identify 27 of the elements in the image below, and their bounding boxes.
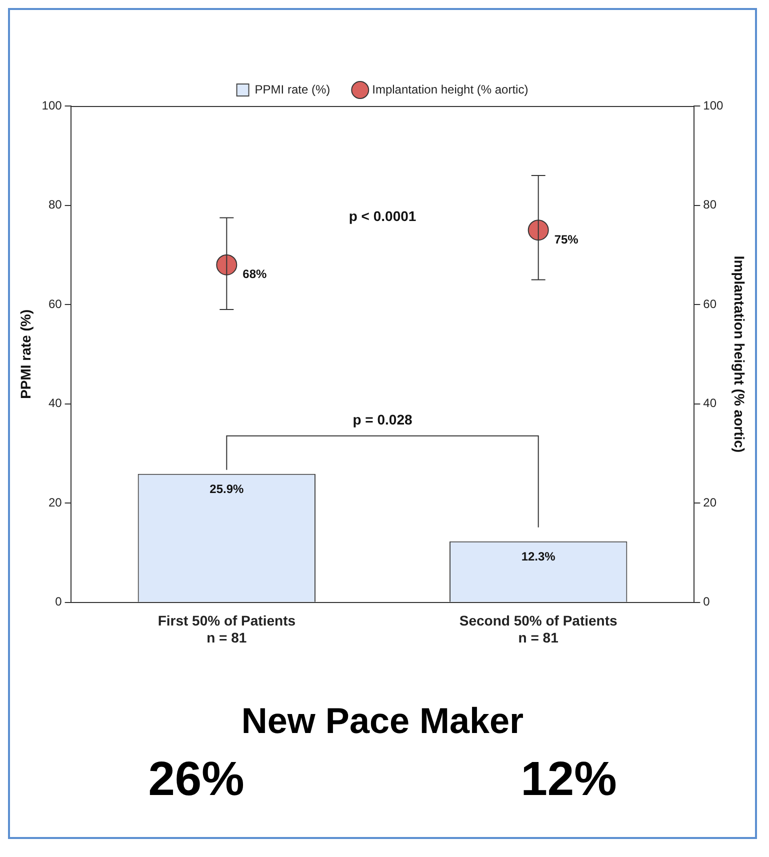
y2-tick-label: 100 bbox=[703, 98, 724, 112]
y2-tick-label: 0 bbox=[703, 594, 710, 609]
legend-label: Implantation height (% aortic) bbox=[372, 82, 528, 96]
legend-label: PPMI rate (%) bbox=[254, 82, 330, 96]
y-tick-label: 80 bbox=[48, 198, 62, 212]
y2-axis-title: Implantation height (% aortic) bbox=[732, 256, 748, 453]
y-axis-title: PPMI rate (%) bbox=[17, 309, 34, 399]
y2-tick-label: 40 bbox=[703, 396, 717, 410]
x-tick-label: First 50% of Patients n = 81 bbox=[158, 612, 296, 646]
text: New Pace Maker bbox=[240, 700, 525, 742]
y-tick-label: 20 bbox=[48, 495, 62, 510]
text: 26% bbox=[148, 752, 244, 807]
data-label: 12.3% bbox=[521, 550, 556, 564]
y2-tick-label: 80 bbox=[703, 198, 717, 212]
annotation: p = 0.028 bbox=[352, 412, 412, 428]
text: 12% bbox=[520, 752, 617, 807]
data-label: 25.9% bbox=[210, 482, 244, 496]
y2-tick-label: 60 bbox=[703, 296, 717, 311]
data-label: 75% bbox=[554, 232, 579, 246]
y-tick-label: 60 bbox=[48, 296, 62, 311]
y-tick-label: 0 bbox=[55, 594, 62, 609]
y-tick-label: 40 bbox=[48, 396, 62, 410]
y-tick-label: 100 bbox=[42, 98, 62, 112]
data-label: 68% bbox=[242, 267, 268, 282]
x-tick-label: Second 50% of Patients n = 81 bbox=[459, 612, 618, 646]
y2-tick-label: 20 bbox=[703, 495, 717, 510]
annotation: p < 0.0001 bbox=[348, 208, 416, 224]
